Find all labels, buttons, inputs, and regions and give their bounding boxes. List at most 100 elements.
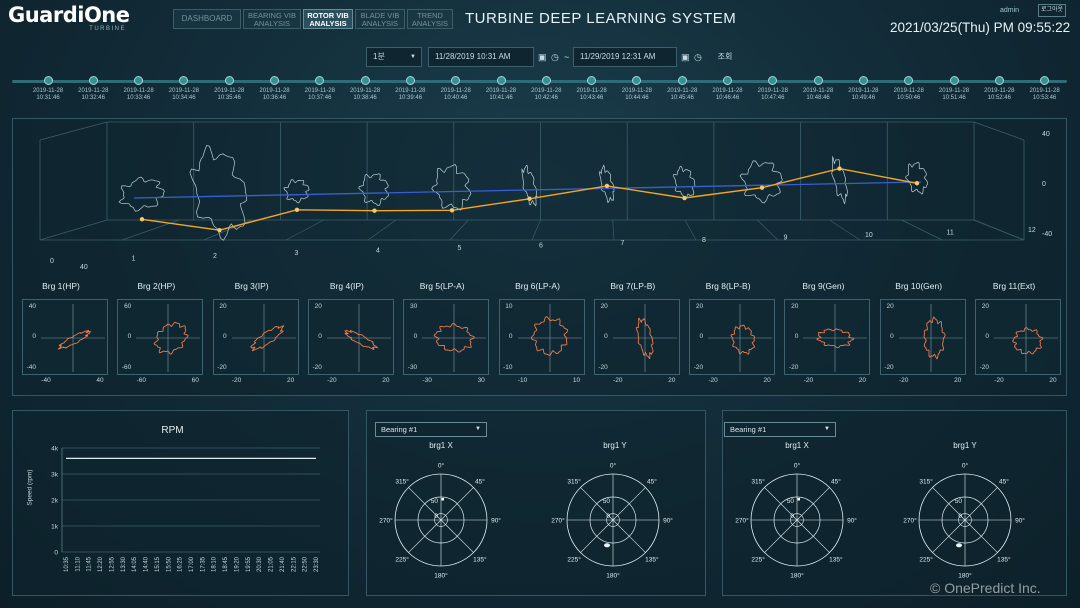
x-tick-label: 21:40 <box>280 556 286 572</box>
polar-angle-label: 270° <box>903 517 917 525</box>
x-tick-label: 18:10 <box>212 556 218 572</box>
clock-icon[interactable]: ◷ <box>551 52 559 62</box>
orbit-trace <box>730 324 756 355</box>
polar-spoke <box>796 487 830 521</box>
timeline-point[interactable] <box>43 76 53 85</box>
timeline-point[interactable] <box>813 76 823 85</box>
start-datetime-input[interactable]: 11/28/2019 10:31 AM <box>428 47 534 67</box>
chart-3d-orbits <box>118 145 929 241</box>
timeline-label: 2019-11-28 10:41:46 <box>479 88 523 102</box>
trend-point <box>914 181 920 186</box>
x-tick-label: 12:20 <box>98 556 104 572</box>
timeline-label: 2019-11-28 10:34:46 <box>162 88 206 102</box>
timeline-point[interactable] <box>134 76 144 85</box>
tab-blade-vib-analysis[interactable]: BLADE VIB ANALYSIS <box>355 9 405 29</box>
clock-icon[interactable]: ◷ <box>694 52 702 62</box>
timeline-point[interactable] <box>994 76 1004 85</box>
grid-line <box>39 121 108 141</box>
timeline-date: 2019-11-28 <box>123 88 154 94</box>
logout-button[interactable]: 로그아웃 <box>1038 4 1066 17</box>
x-tick-label: 11:10 <box>75 556 81 571</box>
search-button[interactable]: 조회 <box>717 52 733 61</box>
tab-dashboard[interactable]: DASHBOARD <box>173 9 241 29</box>
bearing-orbit-chart <box>307 299 394 375</box>
x-tick-label: -20 <box>994 377 1004 384</box>
timeline-point[interactable] <box>270 76 279 85</box>
trend-point <box>372 208 377 213</box>
bearing-orbit-trace <box>831 155 848 205</box>
grid-line <box>901 219 943 241</box>
timeline-point[interactable] <box>541 76 551 85</box>
tab-rotor-vib-analysis[interactable]: ROTOR VIB ANALYSIS <box>303 9 353 29</box>
timeline-point[interactable] <box>632 76 642 85</box>
bearing-orbit-trace <box>118 176 165 212</box>
bearing-select-right[interactable]: Bearing #1 ▼ <box>724 422 836 437</box>
x-tick-label: 14:05 <box>132 556 138 572</box>
y-tick-label: 0 <box>508 333 513 340</box>
x-tick-label: 21:05 <box>269 556 275 572</box>
timeline-date: 2019-11-28 <box>259 88 290 94</box>
polar-angle-label: 0° <box>610 462 617 470</box>
timeline-point[interactable] <box>405 76 415 85</box>
timeline-point[interactable] <box>360 76 370 85</box>
y-tick-label: 10 <box>505 303 513 310</box>
y-tick-label: 20 <box>886 303 894 310</box>
timeline-date: 2019-11-28 <box>984 88 1015 94</box>
orbit-trace <box>250 325 285 352</box>
orbit-trace <box>923 316 946 360</box>
tab-bearing-vib-analysis[interactable]: BEARING VIB ANALYSIS <box>243 9 301 29</box>
timeline-time: 10:34:46 <box>172 95 196 101</box>
orbit-trace <box>530 316 568 356</box>
calendar-icon[interactable]: ▣ <box>538 52 547 62</box>
y-tick-label: 30 <box>409 303 418 310</box>
bearing-orbit-chart <box>403 299 490 375</box>
polar-angle-label: 180° <box>958 572 972 580</box>
end-datetime-input[interactable]: 11/29/2019 12:31 AM <box>573 47 677 67</box>
polar-angle-label: 45° <box>647 478 657 486</box>
tab-trend-analysis[interactable]: TREND ANALYSIS <box>407 9 453 29</box>
x-tick-label: 11:45 <box>87 556 93 571</box>
timeline-label: 2019-11-28 10:38:46 <box>343 88 387 102</box>
timeline-point[interactable] <box>677 76 687 85</box>
timeline-label: 2019-11-28 10:44:46 <box>615 88 659 102</box>
timeline-point[interactable] <box>451 76 461 85</box>
y-tick-label: 0 <box>604 333 608 340</box>
timeline-date: 2019-11-28 <box>78 88 109 94</box>
timeline-point[interactable] <box>179 76 189 85</box>
timeline-date: 2019-11-28 <box>395 88 426 94</box>
calendar-icon[interactable]: ▣ <box>681 52 690 62</box>
timeline-point[interactable] <box>496 76 506 85</box>
polar-chart: 0° 45° 90° 135° 180° 225° 270° 315° 50 0 <box>379 462 501 580</box>
polar-spoke <box>964 487 998 521</box>
timeline-point[interactable] <box>587 76 597 85</box>
timeline-point[interactable] <box>224 76 234 85</box>
x-tick-label: 3 <box>295 250 299 257</box>
bearing-select-value: Bearing #1 <box>730 425 767 434</box>
x-tick-label: 18:45 <box>223 556 229 572</box>
x-tick-label: 15:15 <box>155 556 161 572</box>
y-tick-label: 3k <box>51 472 59 479</box>
y-tick-label: -10 <box>503 364 513 371</box>
polar-title: brg1 Y <box>603 441 627 450</box>
x-tick-label: 17:35 <box>200 556 206 572</box>
grid-line <box>449 219 469 241</box>
timeline-point[interactable] <box>88 76 98 85</box>
y-tick-label: 0 <box>794 333 799 340</box>
interval-select[interactable]: 1분 ▼ <box>366 47 422 67</box>
timeline-time: 10:49:46 <box>851 95 876 101</box>
polar-angle-label: 45° <box>831 478 841 486</box>
timeline-date: 2019-11-28 <box>440 88 471 94</box>
x-tick-label: 20 <box>668 377 676 384</box>
orbit-trace <box>635 317 654 360</box>
timeline-point[interactable] <box>723 76 732 85</box>
timeline-point[interactable] <box>858 76 868 85</box>
x-tick-label: 4 <box>376 248 380 255</box>
timeline-point[interactable] <box>768 76 778 85</box>
timeline-point[interactable] <box>949 76 959 85</box>
x-tick-label: 23:30 <box>314 556 320 572</box>
timeline-point[interactable] <box>904 76 914 85</box>
x-tick-label: -30 <box>422 377 432 384</box>
timeline-point[interactable] <box>1040 76 1050 85</box>
bearing-select-left[interactable]: Bearing #1 ▼ <box>375 422 487 437</box>
timeline-point[interactable] <box>315 76 325 85</box>
